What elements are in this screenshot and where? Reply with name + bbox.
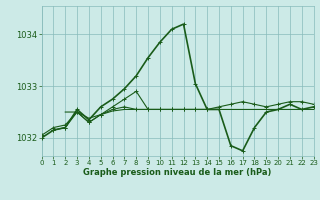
X-axis label: Graphe pression niveau de la mer (hPa): Graphe pression niveau de la mer (hPa) <box>84 168 272 177</box>
